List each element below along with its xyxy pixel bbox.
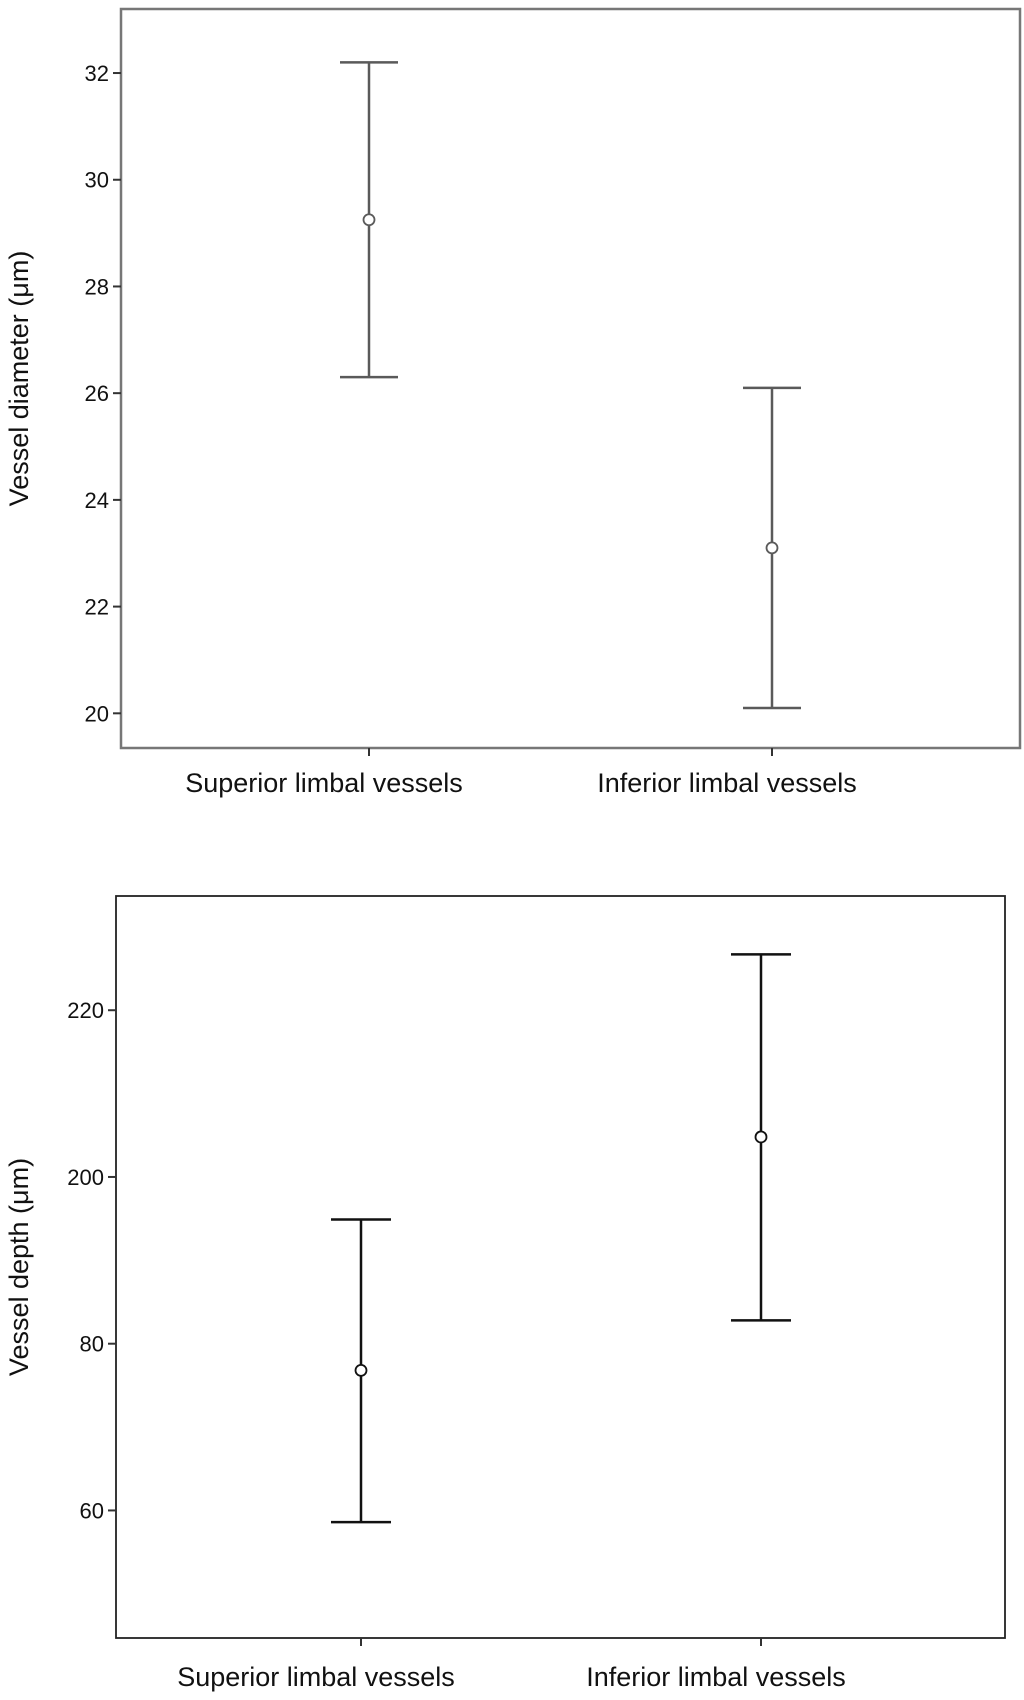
y-axis-title: Vessel depth (μm) (4, 1158, 34, 1376)
y-tick-label: 220 (67, 998, 104, 1023)
y-axis-title: Vessel diameter (μm) (4, 251, 34, 507)
y-tick-label: 20 (85, 701, 109, 726)
y-tick-label: 22 (85, 595, 109, 620)
y-tick-label: 32 (85, 61, 109, 86)
x-tick-label: Inferior limbal vessels (597, 768, 857, 798)
y-tick-label: 26 (85, 381, 109, 406)
mean-marker (354, 1363, 368, 1377)
x-tick-label: Superior limbal vessels (185, 768, 463, 798)
chart-panel-1: 20 22 24 26 28 30 32 Vessel diameter (μm) Superi… (4, 7, 1022, 798)
y-tick-label: 200 (67, 1165, 104, 1190)
y-tick-label: 30 (85, 168, 109, 193)
mean-marker (754, 1130, 768, 1144)
mean-marker (765, 541, 779, 555)
chart-panel-2: 60 80 200 220 Vessel depth (μm) Superior limb… (4, 895, 1006, 1692)
y-tick-label: 60 (80, 1498, 104, 1523)
x-tick-label: Superior limbal vessels (177, 1662, 455, 1692)
y-tick-label: 28 (85, 274, 109, 299)
plot-frame (119, 7, 1022, 750)
y-tick-label: 24 (85, 488, 109, 513)
plot-frame (115, 895, 1006, 1639)
mean-marker (362, 213, 376, 227)
x-tick-label: Inferior limbal vessels (586, 1662, 846, 1692)
y-tick-label: 80 (80, 1332, 104, 1357)
